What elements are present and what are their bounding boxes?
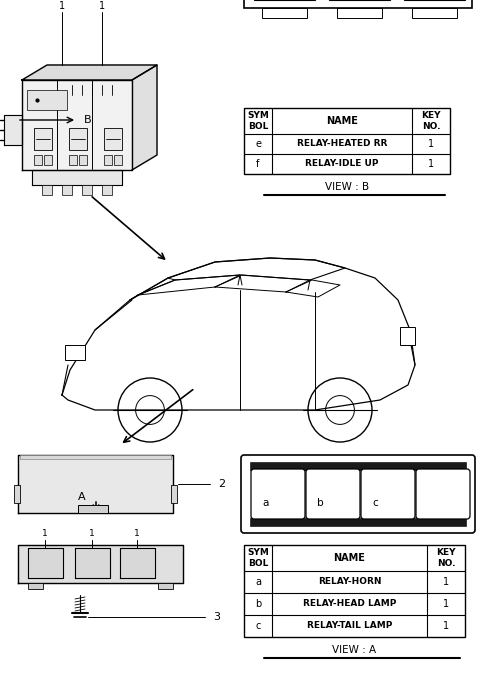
Text: c: c	[255, 621, 261, 631]
Text: 1: 1	[443, 621, 449, 631]
Text: VIEW : A: VIEW : A	[333, 645, 377, 655]
Polygon shape	[132, 65, 157, 170]
Polygon shape	[120, 548, 155, 578]
Text: RELAY-TAIL LAMP: RELAY-TAIL LAMP	[307, 622, 392, 631]
Bar	[244, 0, 472, 8]
Polygon shape	[32, 170, 122, 185]
Bar	[171, 485, 177, 503]
FancyBboxPatch shape	[306, 469, 360, 519]
Text: 1: 1	[59, 1, 65, 11]
Bar	[69, 155, 77, 165]
FancyBboxPatch shape	[251, 469, 305, 519]
Bar	[102, 185, 112, 195]
FancyBboxPatch shape	[241, 455, 475, 533]
Bar	[244, 545, 465, 637]
Text: NAME: NAME	[334, 553, 365, 563]
Polygon shape	[22, 65, 157, 80]
Text: VIEW : B: VIEW : B	[325, 182, 369, 192]
Bar	[20, 455, 171, 459]
Bar	[62, 185, 72, 195]
Text: A: A	[78, 492, 86, 502]
Text: f: f	[256, 159, 260, 169]
Text: c: c	[372, 498, 378, 508]
Polygon shape	[4, 115, 22, 145]
Text: b: b	[255, 599, 261, 609]
Text: KEY
NO.: KEY NO.	[436, 548, 456, 567]
Text: e: e	[255, 139, 261, 149]
Bar	[28, 583, 43, 589]
Text: RELAY-HORN: RELAY-HORN	[318, 578, 381, 587]
Text: 1: 1	[428, 159, 434, 169]
Bar	[337, 8, 382, 18]
Text: RELAY-HEAD LAMP: RELAY-HEAD LAMP	[303, 600, 396, 609]
Bar	[82, 185, 92, 195]
FancyBboxPatch shape	[416, 469, 470, 519]
Text: 1: 1	[42, 530, 48, 539]
Text: 1: 1	[89, 530, 95, 539]
Bar	[14, 485, 20, 503]
Text: RELAY-IDLE UP: RELAY-IDLE UP	[305, 159, 379, 168]
Bar	[412, 8, 457, 18]
Text: a: a	[255, 577, 261, 587]
Text: SYM
BOL: SYM BOL	[247, 548, 269, 567]
Text: 1: 1	[99, 1, 105, 11]
Bar	[104, 128, 122, 150]
Text: 1: 1	[443, 577, 449, 587]
Polygon shape	[18, 455, 173, 513]
Bar	[250, 518, 466, 526]
Bar	[79, 155, 87, 165]
Text: 1: 1	[134, 530, 140, 539]
Polygon shape	[75, 548, 110, 578]
Text: NAME: NAME	[326, 116, 358, 126]
Bar	[78, 505, 108, 513]
Polygon shape	[18, 545, 183, 583]
Bar	[44, 155, 52, 165]
Bar	[27, 90, 67, 110]
Bar	[104, 155, 112, 165]
FancyBboxPatch shape	[361, 469, 415, 519]
Bar	[262, 8, 307, 18]
Text: 3: 3	[213, 612, 220, 622]
Text: a: a	[262, 498, 268, 508]
Text: 2: 2	[218, 479, 225, 489]
Bar	[244, 108, 450, 174]
Text: 1: 1	[428, 139, 434, 149]
Text: b: b	[317, 498, 324, 508]
Text: SYM
BOL: SYM BOL	[247, 111, 269, 131]
Bar	[114, 155, 122, 165]
Bar	[34, 128, 52, 150]
Bar	[158, 583, 173, 589]
Text: 1: 1	[443, 599, 449, 609]
Text: B: B	[84, 115, 92, 125]
Polygon shape	[28, 548, 63, 578]
Text: RELAY-HEATED RR: RELAY-HEATED RR	[297, 139, 387, 148]
Bar	[34, 155, 42, 165]
Bar	[400, 327, 415, 345]
Polygon shape	[22, 80, 132, 170]
Bar	[42, 185, 52, 195]
Text: KEY
NO.: KEY NO.	[421, 111, 441, 131]
Bar	[65, 345, 85, 360]
Bar	[69, 128, 87, 150]
Bar	[250, 462, 466, 470]
